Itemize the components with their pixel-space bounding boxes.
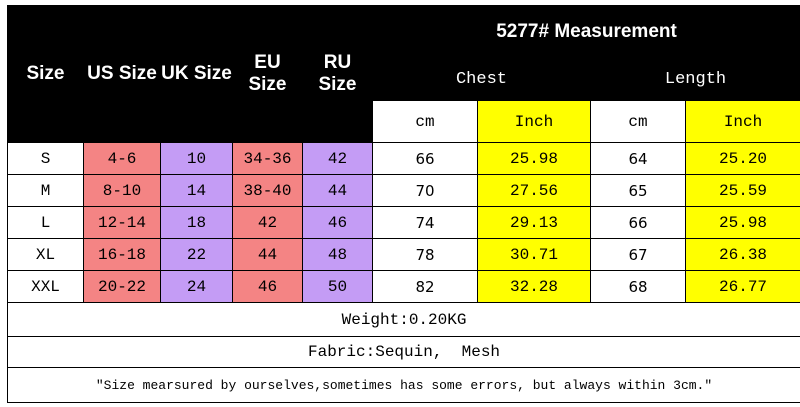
cell: 44 bbox=[302, 174, 373, 207]
size-row: L 12-14 18 42 46 74 29.13 66 25.98 bbox=[7, 206, 800, 239]
header-unit: cm bbox=[590, 100, 686, 143]
cell: 25.98 bbox=[477, 142, 591, 175]
cell: 48 bbox=[302, 238, 373, 271]
cell: 25.20 bbox=[684, 142, 800, 175]
cell: 82 bbox=[372, 270, 478, 303]
cell: 34-36 bbox=[232, 142, 303, 175]
cell: XL bbox=[7, 238, 84, 271]
cell: 25.59 bbox=[684, 174, 800, 207]
cell: M bbox=[7, 174, 84, 207]
cell: 25.98 bbox=[684, 206, 800, 239]
cell: 64 bbox=[590, 142, 686, 175]
cell: 42 bbox=[302, 142, 373, 175]
cell: 10 bbox=[160, 142, 233, 175]
cell: 14 bbox=[160, 174, 233, 207]
cell: 70 bbox=[372, 174, 478, 207]
cell: 20-22 bbox=[83, 270, 161, 303]
cell: L bbox=[7, 206, 84, 239]
cell: 18 bbox=[160, 206, 233, 239]
cell: 30.71 bbox=[477, 238, 591, 271]
cell: 38-40 bbox=[232, 174, 303, 207]
header-chest: Chest bbox=[372, 58, 591, 101]
cell: 16-18 bbox=[83, 238, 161, 271]
cell: S bbox=[7, 142, 84, 175]
cell: 26.38 bbox=[684, 238, 800, 271]
size-row: XL 16-18 22 44 48 78 30.71 67 26.38 bbox=[7, 238, 800, 271]
cell: 46 bbox=[232, 270, 303, 303]
header-ru: RU Size bbox=[302, 5, 373, 143]
size-row: S 4-6 10 34-36 42 66 25.98 64 25.20 bbox=[7, 142, 800, 175]
cell: XXL bbox=[7, 270, 84, 303]
header-unit: Inch bbox=[477, 100, 591, 143]
cell: 78 bbox=[372, 238, 478, 271]
cell: 22 bbox=[160, 238, 233, 271]
weight: Weight:0.20KG bbox=[6, 302, 800, 337]
cell: 32.28 bbox=[477, 270, 591, 303]
cell: 26.77 bbox=[684, 270, 800, 303]
header-eu: EU Size bbox=[232, 5, 303, 143]
header-length: Length bbox=[589, 58, 800, 101]
size-row: M 8-10 14 38-40 44 70 27.56 65 25.59 bbox=[7, 174, 800, 207]
cell: 66 bbox=[590, 206, 686, 239]
cell: 8-10 bbox=[83, 174, 161, 207]
cell: 24 bbox=[160, 270, 233, 303]
fabric: Fabric:Sequin, Mesh bbox=[6, 336, 800, 368]
cell: 44 bbox=[232, 238, 303, 271]
cell: 4-6 bbox=[83, 142, 161, 175]
header-unit: Inch bbox=[684, 100, 800, 143]
cell: 65 bbox=[590, 174, 686, 207]
header-measurement: 5277# Measurement bbox=[371, 5, 800, 59]
cell: 50 bbox=[302, 270, 373, 303]
header-us: US Size bbox=[83, 5, 161, 143]
cell: 46 bbox=[302, 206, 373, 239]
cell: 29.13 bbox=[477, 206, 591, 239]
cell: 27.56 bbox=[477, 174, 591, 207]
cell: 68 bbox=[590, 270, 686, 303]
cell: 74 bbox=[372, 206, 478, 239]
header-unit: cm bbox=[372, 100, 478, 143]
note: "Size mearsured by ourselves,sometimes h… bbox=[6, 367, 800, 403]
cell: 66 bbox=[372, 142, 478, 175]
size-row: XXL 20-22 24 46 50 82 32.28 68 26.77 bbox=[7, 270, 800, 303]
header-size: Size bbox=[7, 5, 84, 143]
size-table: Size US Size UK Size EU Size RU Size 527… bbox=[6, 5, 800, 403]
cell: 67 bbox=[590, 238, 686, 271]
header-uk: UK Size bbox=[160, 5, 233, 143]
cell: 42 bbox=[232, 206, 303, 239]
cell: 12-14 bbox=[83, 206, 161, 239]
